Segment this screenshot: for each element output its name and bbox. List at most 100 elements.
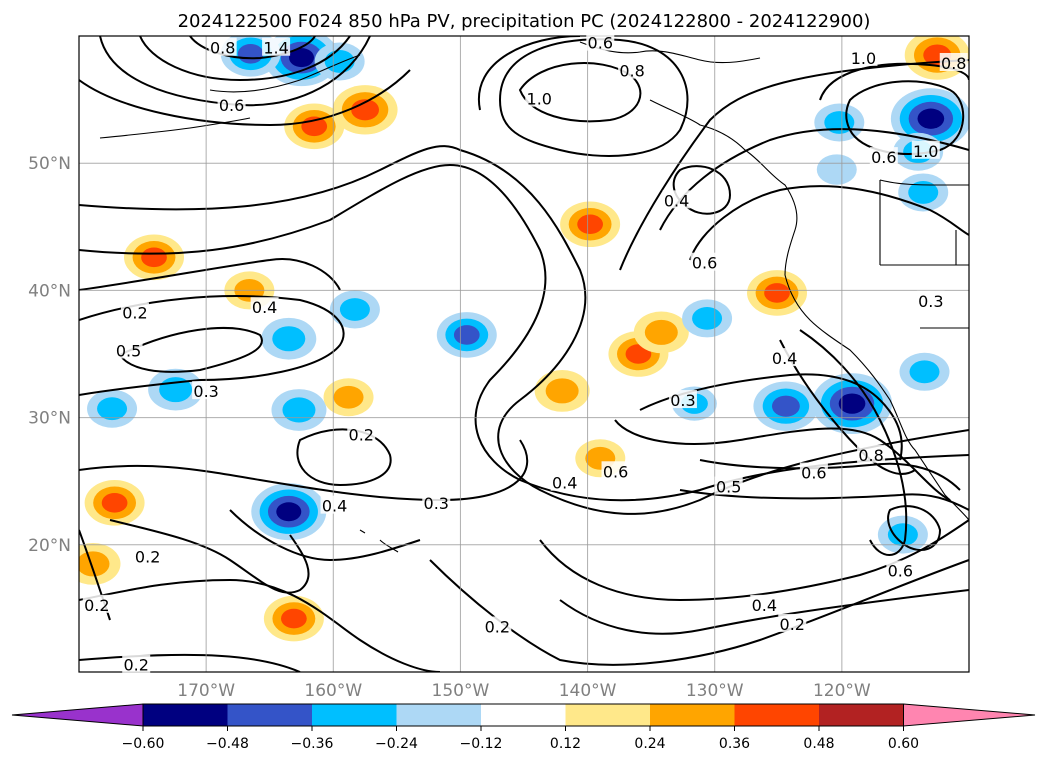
contour-label: 0.2 [778, 613, 807, 634]
svg-text:1.0: 1.0 [527, 90, 552, 109]
contour-label: 0.8 [618, 60, 647, 81]
svg-text:0.6: 0.6 [871, 148, 896, 167]
colorbar-tick-label: 0.60 [888, 736, 919, 752]
contour-label: 0.6 [217, 94, 246, 115]
svg-text:0.4: 0.4 [752, 596, 777, 615]
colorbar-tick-label: −0.60 [122, 736, 165, 752]
svg-text:0.6: 0.6 [801, 464, 826, 483]
svg-text:0.5: 0.5 [716, 478, 741, 497]
pv-contour [118, 326, 263, 373]
contour-label: 0.2 [82, 594, 111, 615]
precip-level [141, 247, 167, 268]
colorbar-segment [312, 704, 397, 726]
contour-label: 0.3 [422, 493, 451, 513]
lon-tick-label: 170°W [177, 681, 235, 701]
svg-text:0.4: 0.4 [322, 497, 347, 516]
precip-patch [753, 381, 819, 431]
contour-label: 0.6 [886, 560, 915, 581]
pv-contour [229, 509, 421, 562]
precip-level [79, 551, 110, 577]
precip-level [644, 319, 678, 345]
colorbar-tick-label: −0.48 [206, 736, 249, 752]
coastline [99, 41, 969, 553]
colorbar-frame [142, 703, 904, 727]
contour-label: 0.4 [320, 495, 349, 516]
svg-text:0.6: 0.6 [219, 96, 244, 115]
svg-text:0.4: 0.4 [664, 191, 689, 210]
map-area [79, 36, 969, 672]
svg-text:0.2: 0.2 [122, 303, 147, 322]
map-frame [78, 35, 970, 673]
pv-contours [79, 36, 969, 672]
contour-label: 0.2 [133, 546, 162, 567]
lon-tick-label: 120°W [813, 681, 871, 701]
gridlines [79, 36, 969, 672]
colorbar-extend-max [903, 703, 1036, 727]
precip-patch [84, 480, 145, 526]
precip-level [908, 181, 939, 204]
contour-label: 0.4 [750, 594, 779, 615]
svg-text:1.0: 1.0 [913, 142, 938, 161]
precip-patch [812, 373, 893, 435]
svg-text:0.3: 0.3 [918, 292, 943, 311]
contour-label: 0.8 [208, 37, 237, 58]
precip-patch [682, 299, 733, 338]
contour-label: 0.4 [662, 190, 691, 210]
colorbar-tick-label: −0.12 [460, 736, 503, 752]
colorbar-tick-label: −0.24 [375, 736, 418, 752]
lat-tick-label: 40°N [28, 281, 71, 301]
lon-tick-label: 150°W [432, 681, 490, 701]
precip-patch [899, 352, 950, 391]
colorbar-segment [481, 704, 566, 726]
contour-label: 0.8 [939, 52, 968, 73]
pv-contour [679, 489, 969, 511]
lon-tick-label: 160°W [304, 681, 362, 701]
precip-patch [633, 311, 689, 354]
svg-text:0.2: 0.2 [485, 617, 510, 636]
pv-contour [139, 36, 351, 82]
svg-text:0.8: 0.8 [619, 62, 644, 81]
contour-label: 0.5 [114, 340, 143, 360]
precip-level [289, 48, 314, 68]
pv-contour [619, 59, 969, 271]
precip-level [692, 306, 723, 330]
contour-label: 0.3 [916, 290, 945, 311]
pv-contour [559, 589, 969, 635]
precip-level [276, 502, 302, 522]
colorbar-tick-label: 0.36 [719, 736, 750, 752]
pv-contour [79, 653, 301, 672]
svg-text:0.2: 0.2 [84, 596, 109, 615]
contour-labels: 1.4 0.8 0.6 0.6 0.8 1.0 1.0 0.8 1.0 0.6 0.4 0.6 0.3 0… [82, 32, 968, 675]
precip-level [453, 325, 480, 345]
precip-level [282, 397, 316, 423]
svg-text:0.3: 0.3 [670, 391, 695, 410]
precip-level [324, 50, 355, 73]
pv-contour [79, 295, 345, 396]
precip-patch [814, 103, 865, 142]
contour-label: 0.6 [601, 461, 630, 481]
precip-patch [261, 317, 317, 360]
pv-contour [539, 519, 969, 602]
svg-text:1.4: 1.4 [263, 39, 288, 58]
precip-patch [263, 595, 324, 642]
contour-label: 0.2 [483, 616, 512, 636]
contour-label: 0.3 [668, 390, 697, 410]
contour-label: 1.0 [911, 140, 940, 161]
pv-contour [672, 165, 732, 215]
precip-patch [87, 389, 138, 428]
contour-label: 0.5 [714, 476, 743, 497]
contour-label: 1.0 [525, 88, 554, 109]
precip-patch [560, 201, 621, 248]
pv-contour [189, 36, 316, 60]
precip-patch [284, 103, 345, 150]
colorbar-segment [565, 704, 650, 726]
precip-level [237, 44, 264, 64]
precip-patch [329, 290, 380, 329]
pv-contour [699, 459, 961, 491]
precip-patch [271, 389, 327, 431]
precip-level [917, 108, 945, 129]
svg-text:0.2: 0.2 [349, 425, 374, 444]
pv-contour [477, 36, 581, 111]
svg-text:0.4: 0.4 [252, 298, 277, 317]
